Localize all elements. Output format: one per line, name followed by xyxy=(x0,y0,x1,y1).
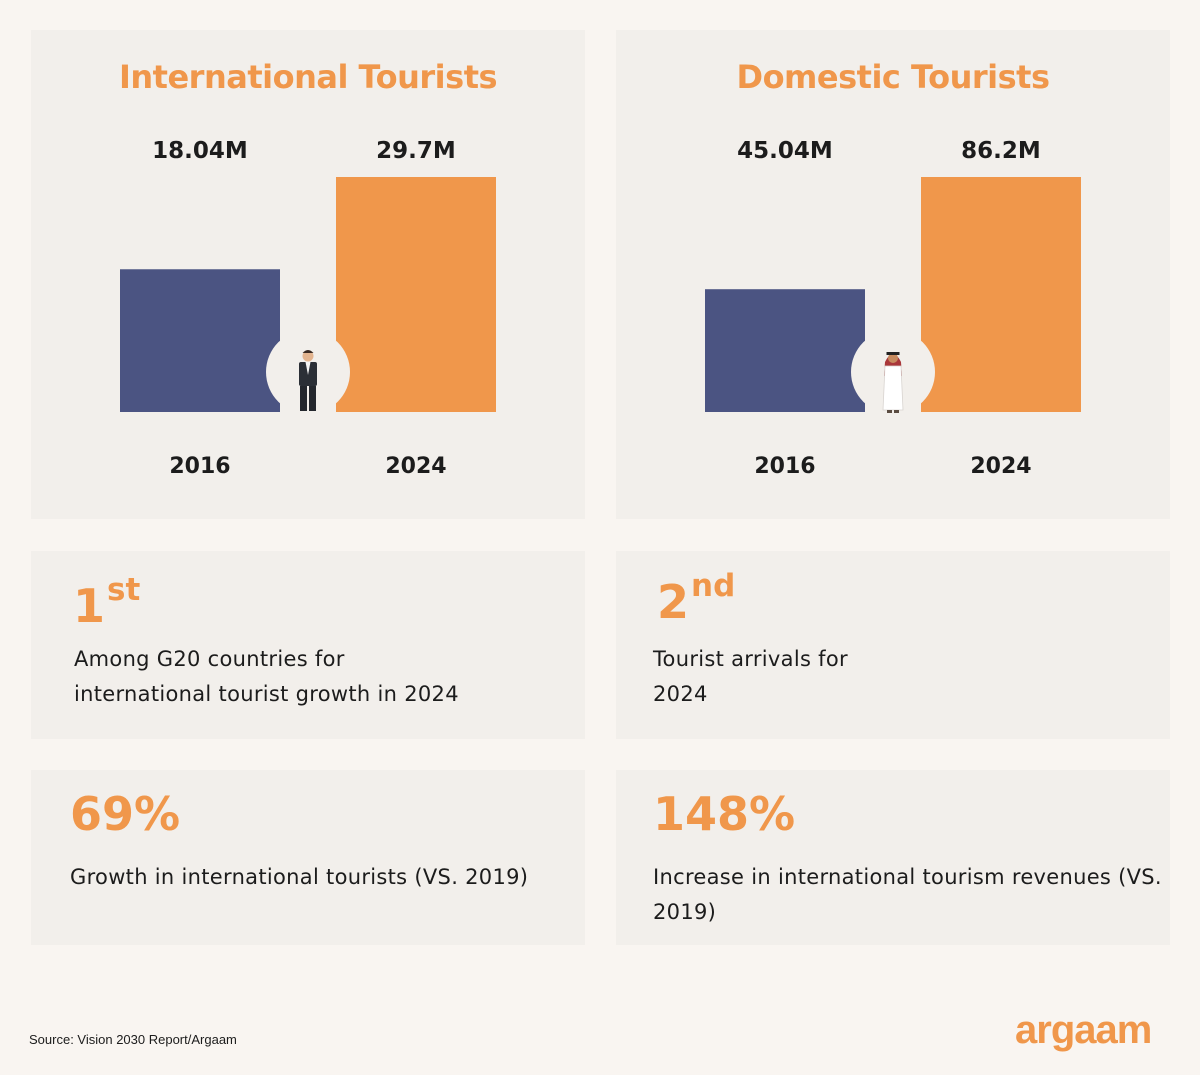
source-note: Source: Vision 2030 Report/Argaam xyxy=(29,1032,237,1047)
chart-title: Domestic Tourists xyxy=(736,58,1051,96)
growth-description: Growth in international tourists (VS. 20… xyxy=(70,865,529,889)
rank-description: Tourist arrivals for 2024 xyxy=(653,642,848,712)
desc-line: 2024 xyxy=(653,682,708,706)
desc-line: Among G20 countries for xyxy=(74,647,345,671)
revenue-description: Increase in international tourism revenu… xyxy=(653,860,1162,930)
data-label-2016: 18.04M xyxy=(152,138,248,164)
desc-line: international tourist growth in 2024 xyxy=(74,682,459,706)
category-label-2016: 2016 xyxy=(169,454,230,479)
revenue-card: 148% Increase in international tourism r… xyxy=(616,770,1170,945)
chart-title: International Tourists xyxy=(118,58,498,96)
rank-number: 2nd xyxy=(657,568,736,626)
revenue-percentage: 148% xyxy=(653,787,796,841)
data-label-2024: 86.2M xyxy=(961,138,1041,164)
international-tourists-panel: International Tourists 18.04M 29.7M 2016 20… xyxy=(31,30,585,519)
rank-number: 1st xyxy=(73,572,141,630)
rank-g20-card: 1st Among G20 countries for internationa… xyxy=(31,551,585,739)
desc-line: 2019) xyxy=(653,900,717,924)
growth-card: 69% Growth in international tourists (VS… xyxy=(31,770,585,945)
bar-2024 xyxy=(336,177,496,412)
rank-suffix: st xyxy=(107,572,141,608)
bar-2016 xyxy=(120,269,280,412)
data-label-2016: 45.04M xyxy=(737,138,833,164)
domestic-tourists-panel: Domestic Tourists 45.04M 86.2M 2016 2024 xyxy=(616,30,1170,519)
bar-2024 xyxy=(921,177,1081,412)
domestic-tourists-chart: 45.04M 86.2M 2016 2024 xyxy=(705,138,1081,479)
growth-percentage: 69% xyxy=(70,787,181,841)
desc-line: Increase in international tourism revenu… xyxy=(653,865,1162,889)
saudi-man-icon xyxy=(851,330,935,414)
bar-2016 xyxy=(705,289,865,412)
rank-description: Among G20 countries for international to… xyxy=(74,642,459,712)
rank-digit: 1 xyxy=(73,579,106,633)
rank-digit: 2 xyxy=(657,575,690,629)
argaam-logo: argaam xyxy=(1015,1008,1152,1052)
international-tourists-chart: 18.04M 29.7M 2016 2024 xyxy=(120,138,496,479)
businessman-icon xyxy=(266,330,350,414)
desc-line: Tourist arrivals for xyxy=(653,647,848,671)
data-label-2024: 29.7M xyxy=(376,138,456,164)
category-label-2016: 2016 xyxy=(754,454,815,479)
category-label-2024: 2024 xyxy=(385,454,446,479)
rank-arrivals-card: 2nd Tourist arrivals for 2024 xyxy=(616,551,1170,739)
category-label-2024: 2024 xyxy=(970,454,1031,479)
rank-suffix: nd xyxy=(691,568,736,604)
